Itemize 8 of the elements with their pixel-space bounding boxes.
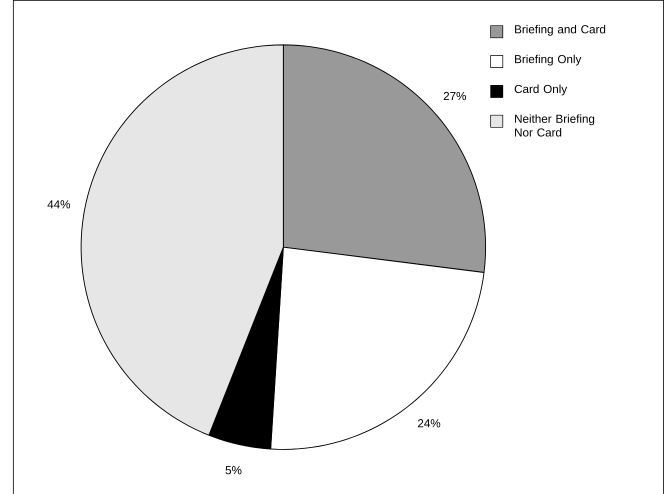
legend-label: Briefing Only — [515, 54, 582, 66]
data-label: 24% — [418, 419, 440, 428]
legend-label: Card Only — [514, 84, 568, 96]
data-label: 44% — [47, 200, 70, 208]
data-label: 27% — [444, 92, 466, 100]
data-label: 5% — [226, 466, 242, 474]
legend-label: Briefing and Card — [515, 24, 606, 36]
legend-label: Neither Briefing Nor Card — [515, 114, 594, 136]
